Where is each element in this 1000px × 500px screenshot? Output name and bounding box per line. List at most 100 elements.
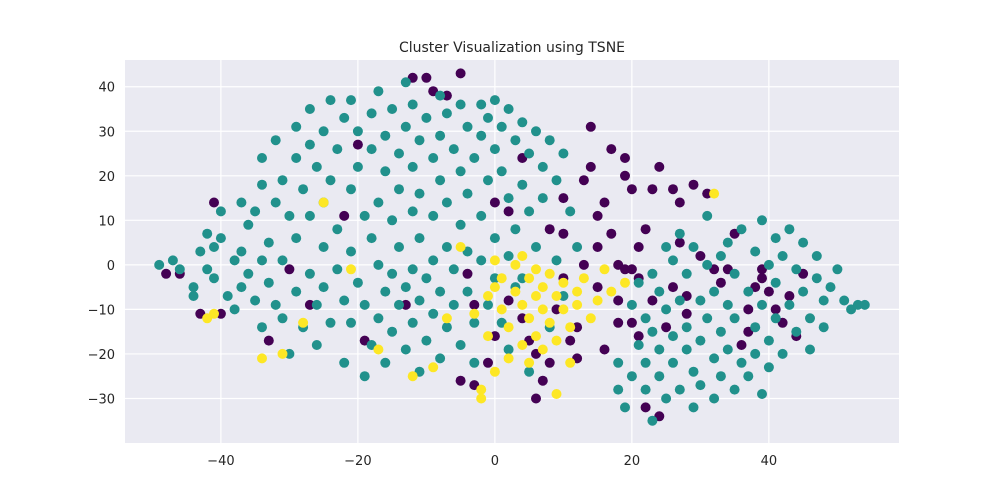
data-point-cluster-1 <box>400 77 411 88</box>
data-point-cluster-1 <box>325 175 336 186</box>
data-point-cluster-2 <box>373 344 384 355</box>
y-tick-label: −10 <box>88 303 115 318</box>
data-point-cluster-1 <box>236 246 247 257</box>
data-point-cluster-1 <box>613 384 624 395</box>
data-point-cluster-1 <box>428 255 439 266</box>
data-point-cluster-1 <box>489 233 500 244</box>
data-point-cluster-1 <box>215 206 226 217</box>
data-point-cluster-0 <box>736 340 747 350</box>
data-point-cluster-0 <box>681 308 692 319</box>
data-point-cluster-1 <box>750 246 761 257</box>
y-tick-labels: −30 −20 −10 0 10 20 30 40 <box>88 81 115 408</box>
y-tick-label: 10 <box>98 214 115 229</box>
data-point-cluster-0 <box>620 264 630 275</box>
data-point-cluster-1 <box>332 264 343 275</box>
data-point-cluster-0 <box>613 317 624 328</box>
data-point-cluster-2 <box>524 357 535 368</box>
data-point-cluster-1 <box>284 348 295 359</box>
data-point-cluster-1 <box>715 371 726 382</box>
data-point-cluster-1 <box>414 233 425 244</box>
data-point-cluster-1 <box>743 371 754 382</box>
data-point-cluster-1 <box>332 144 343 155</box>
data-point-cluster-1 <box>640 313 651 324</box>
data-point-cluster-1 <box>695 380 706 391</box>
data-point-cluster-0 <box>209 197 219 208</box>
data-point-cluster-0 <box>626 264 637 275</box>
data-point-cluster-1 <box>250 206 261 217</box>
data-point-cluster-2 <box>469 308 480 319</box>
data-point-cluster-1 <box>346 95 356 106</box>
data-point-cluster-1 <box>647 326 658 337</box>
data-point-cluster-1 <box>654 344 665 355</box>
data-point-cluster-0 <box>674 197 685 208</box>
data-point-cluster-1 <box>729 313 740 324</box>
data-point-cluster-2 <box>503 353 514 364</box>
data-point-cluster-1 <box>167 255 178 266</box>
data-point-cluster-1 <box>709 393 720 404</box>
data-point-cluster-1 <box>339 112 350 123</box>
data-point-cluster-1 <box>661 242 672 252</box>
data-point-cluster-0 <box>647 295 658 306</box>
data-point-cluster-1 <box>188 282 199 293</box>
data-point-cluster-1 <box>291 286 302 297</box>
data-point-cluster-0 <box>743 304 754 315</box>
data-point-cluster-0 <box>263 335 274 346</box>
data-point-cluster-1 <box>695 335 706 346</box>
data-point-cluster-1 <box>236 197 247 208</box>
data-point-cluster-1 <box>195 246 206 257</box>
data-point-cluster-1 <box>839 295 850 306</box>
grid-lines <box>125 60 899 443</box>
data-point-cluster-0 <box>770 304 781 315</box>
data-point-cluster-2 <box>565 322 576 333</box>
data-point-cluster-2 <box>544 317 555 328</box>
data-point-cluster-1 <box>373 197 384 208</box>
data-point-cluster-1 <box>304 210 315 221</box>
data-point-cluster-2 <box>476 393 487 404</box>
data-point-cluster-1 <box>311 340 322 350</box>
data-point-cluster-2 <box>537 282 548 293</box>
x-tick-label: 40 <box>761 454 778 469</box>
data-point-cluster-1 <box>366 108 377 119</box>
data-point-cluster-0 <box>565 335 576 346</box>
data-point-cluster-1 <box>270 135 281 146</box>
data-point-cluster-2 <box>531 264 541 275</box>
data-point-cluster-1 <box>291 153 302 163</box>
data-point-cluster-1 <box>277 175 288 186</box>
data-point-cluster-1 <box>736 357 747 368</box>
data-point-cluster-0 <box>763 286 774 297</box>
data-point-cluster-1 <box>517 179 528 190</box>
data-point-cluster-1 <box>483 299 493 310</box>
data-point-cluster-1 <box>757 389 767 399</box>
data-point-cluster-1 <box>311 299 322 310</box>
data-point-cluster-1 <box>626 371 637 382</box>
data-point-cluster-0 <box>599 197 610 208</box>
data-point-cluster-1 <box>640 384 651 395</box>
data-point-cluster-1 <box>304 268 315 279</box>
data-point-cluster-1 <box>188 291 199 301</box>
data-point-cluster-2 <box>209 308 219 319</box>
data-point-cluster-1 <box>277 313 288 324</box>
data-point-cluster-1 <box>257 179 267 190</box>
data-point-cluster-0 <box>668 184 678 195</box>
data-point-cluster-1 <box>229 304 240 315</box>
data-point-cluster-2 <box>483 291 493 301</box>
data-point-cluster-1 <box>503 104 514 114</box>
data-point-cluster-0 <box>592 242 603 252</box>
data-point-cluster-0 <box>455 68 466 79</box>
data-point-cluster-1 <box>757 215 767 226</box>
data-point-cluster-1 <box>688 402 699 413</box>
data-point-cluster-1 <box>476 255 487 266</box>
data-point-cluster-0 <box>558 193 569 204</box>
data-point-cluster-1 <box>366 144 377 155</box>
data-point-cluster-1 <box>339 295 350 306</box>
plot-area <box>125 60 899 443</box>
data-point-cluster-1 <box>400 344 411 355</box>
data-point-cluster-1 <box>318 242 329 252</box>
data-point-cluster-1 <box>373 86 384 97</box>
data-point-cluster-1 <box>270 197 281 208</box>
data-point-cluster-1 <box>750 322 761 333</box>
data-point-cluster-1 <box>428 210 439 221</box>
data-point-cluster-1 <box>352 161 363 172</box>
data-point-cluster-2 <box>441 313 452 324</box>
data-point-cluster-1 <box>373 259 384 270</box>
